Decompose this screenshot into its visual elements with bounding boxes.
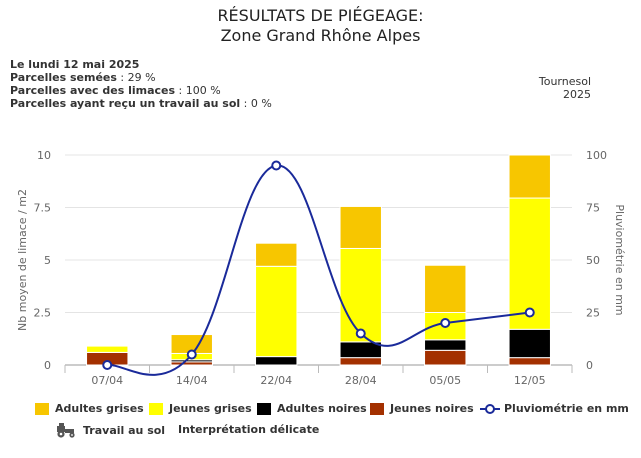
- bar-adultes-grises: [508, 154, 551, 199]
- legend-swatch-pluvio: [480, 403, 500, 414]
- pluvio-point: [440, 318, 451, 328]
- x-tick-label: 22/04: [260, 374, 292, 387]
- pluvio-point: [271, 160, 282, 171]
- chart-title-line1: RÉSULTATS DE PIÉGEAGE:: [217, 6, 424, 25]
- info-travail-label: Parcelles ayant reçu un travail au sol: [10, 97, 241, 110]
- interpretation-note: Interprétation délicate: [178, 423, 320, 436]
- bar-jeunes-grises: [86, 345, 129, 353]
- y-tick-label: 2.5: [34, 307, 52, 320]
- bar-jeunes-noires: [424, 349, 467, 366]
- pluvio-point: [524, 307, 535, 318]
- y2-axis-title: Pluviométrie en mm: [613, 204, 626, 315]
- pluvio-point: [102, 360, 113, 370]
- legend-swatch-adultes-noires: [257, 402, 271, 415]
- bar-adultes-noires: [255, 356, 298, 366]
- chart-title: RÉSULTATS DE PIÉGEAGE: Zone Grand Rhône …: [0, 6, 641, 46]
- legend-label-pluvio: Pluviométrie en mm: [504, 402, 629, 415]
- info-semees-value: : 29 %: [116, 71, 156, 84]
- info-semees-label: Parcelles semées: [10, 71, 117, 84]
- info-travail-value: : 0 %: [240, 97, 272, 110]
- bar-adultes-noires: [508, 328, 551, 359]
- legend-label-jeunes-grises: Jeunes grises: [169, 402, 252, 415]
- chart-svg: 0 0 2.5 25 5 50 7.5 75 10 100 Nb moyen de limace /…: [16, 149, 626, 387]
- legend-label-adultes-noires: Adultes noires: [277, 402, 367, 415]
- pluvio-point: [355, 328, 366, 339]
- bar-jeunes-grises: [255, 265, 298, 358]
- y-axis-title: Nb moyen de limace / m2: [16, 189, 29, 331]
- info-travail: Parcelles ayant reçu un travail au sol :…: [10, 97, 272, 110]
- y-tick-label: 7.5: [34, 202, 52, 215]
- legend-label-adultes-grises: Adultes grises: [55, 402, 144, 415]
- x-tick-label: 05/05: [429, 374, 461, 387]
- y2-tick-label: 0: [586, 359, 593, 372]
- crop-name: Tournesol: [538, 75, 591, 88]
- legend-pluvio[interactable]: Pluviométrie en mm: [480, 402, 629, 415]
- crop-year: 2025: [563, 88, 591, 101]
- y2-tick-label: 25: [586, 307, 600, 320]
- legend-swatch-adultes-grises: [35, 402, 49, 415]
- info-date: Le lundi 12 mai 2025: [10, 58, 140, 71]
- legend-jeunes-grises[interactable]: Jeunes grises: [149, 402, 252, 415]
- bar-jeunes-noires: [339, 357, 382, 366]
- info-limaces-label: Parcelles avec des limaces: [10, 84, 176, 97]
- crop-info: Tournesol 2025: [539, 75, 591, 101]
- bar-adultes-noires: [424, 339, 467, 351]
- tractor-icon: [57, 423, 75, 438]
- y-tick-label: 0: [44, 359, 51, 372]
- legend-adultes-noires[interactable]: Adultes noires: [257, 402, 367, 415]
- pluvio-point: [186, 349, 197, 360]
- legend-label-jeunes-noires: Jeunes noires: [390, 402, 474, 415]
- legend-swatch-jeunes-grises: [149, 402, 163, 415]
- bar-adultes-grises: [424, 264, 467, 313]
- x-tick-label: 12/05: [514, 374, 546, 387]
- bar-jeunes-grises: [508, 197, 551, 330]
- bar-adultes-grises: [339, 205, 382, 249]
- y2-tick-label: 50: [586, 254, 600, 267]
- info-limaces-value: : 100 %: [175, 84, 221, 97]
- legend-label-travail: Travail au sol: [83, 423, 166, 437]
- bar-jeunes-noires: [508, 357, 551, 366]
- info-limaces: Parcelles avec des limaces : 100 %: [10, 84, 272, 97]
- legend-jeunes-noires[interactable]: Jeunes noires: [370, 402, 474, 415]
- legend-adultes-grises[interactable]: Adultes grises: [35, 402, 144, 415]
- legend-swatch-jeunes-noires: [370, 402, 384, 415]
- x-tick-label: 28/04: [345, 374, 377, 387]
- info-block: Le lundi 12 mai 2025 Parcelles semées : …: [10, 58, 272, 110]
- x-tick-label: 14/04: [176, 374, 208, 387]
- x-tick-label: 07/04: [91, 374, 123, 387]
- y2-tick-label: 100: [586, 149, 607, 162]
- info-semees: Parcelles semées : 29 %: [10, 71, 272, 84]
- legend-travail[interactable]: Travail au sol: [55, 422, 165, 438]
- bar-adultes-grises: [255, 242, 298, 267]
- y-tick-label: 5: [44, 254, 51, 267]
- y-tick-label: 10: [37, 149, 51, 162]
- y2-tick-label: 75: [586, 202, 600, 215]
- bar-jeunes-grises: [339, 247, 382, 343]
- chart-title-line2: Zone Grand Rhône Alpes: [220, 26, 421, 45]
